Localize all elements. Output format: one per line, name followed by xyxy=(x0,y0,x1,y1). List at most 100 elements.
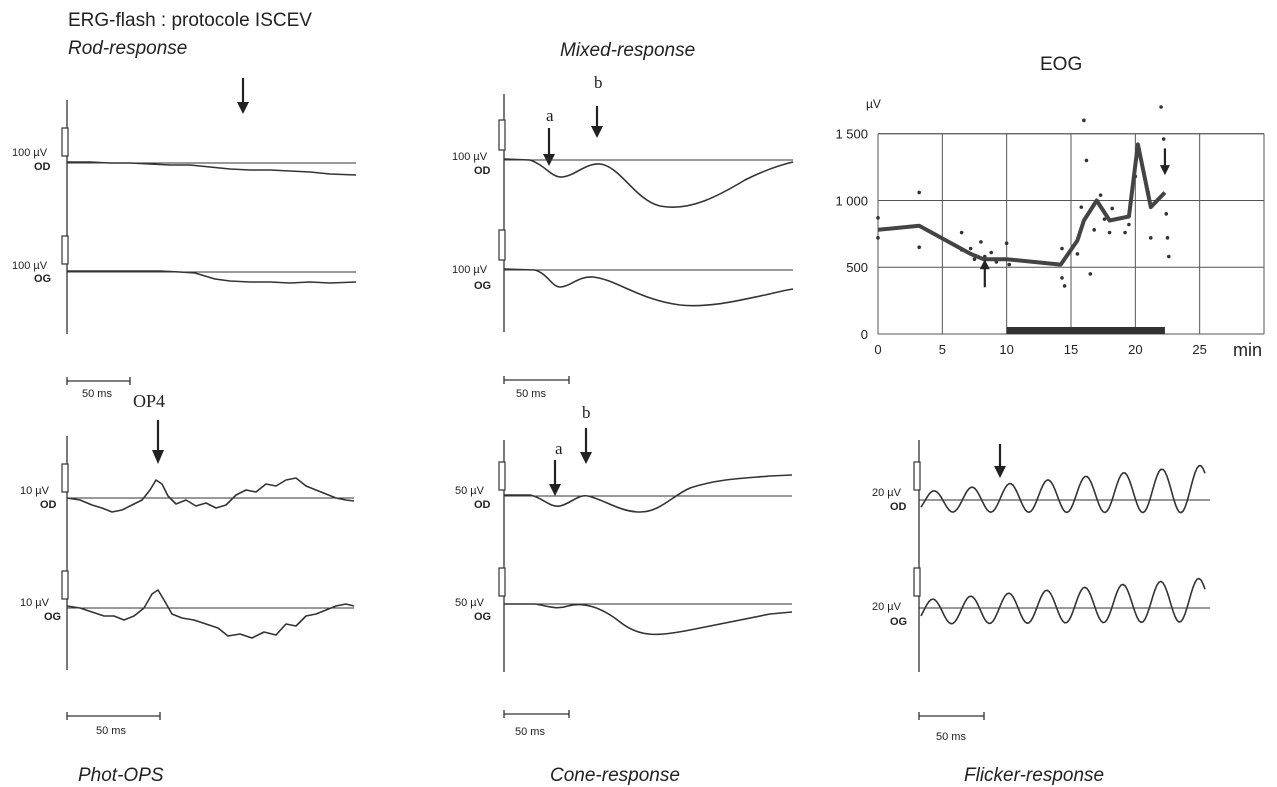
eog-scatter-point xyxy=(1075,252,1080,256)
figure-header: ERG-flash : protocole ISCEV xyxy=(68,10,312,31)
cone-response-panel: a b 50 µV OD 50 µV OG 50 ms Cone-respons… xyxy=(455,403,793,786)
eog-scatter-point xyxy=(1092,228,1096,232)
eog-x-tick-label: 0 xyxy=(874,342,881,357)
flicker-od-trace xyxy=(920,464,1206,514)
eog-scatter-point xyxy=(979,240,983,244)
rod-og-trace xyxy=(67,270,357,284)
eog-scatter-point xyxy=(959,230,964,235)
rod-time-scale-label: 50 ms xyxy=(82,388,112,400)
eog-scatter-point xyxy=(1060,276,1064,280)
eog-scatter-point xyxy=(1123,230,1127,235)
eog-title: EOG xyxy=(1040,54,1082,75)
eog-peak-arrowhead xyxy=(1159,165,1170,176)
ops-marker-op4: OP4 xyxy=(133,391,165,411)
cone-od-calibration-label: 50 µV xyxy=(455,485,485,497)
eog-y-unit: µV xyxy=(866,97,881,111)
eog-chart: EOG µV min 0 5 10 15 20 25 0 500 1 000 1 500 xyxy=(835,54,1265,360)
eog-grid xyxy=(877,133,1265,335)
eog-scatter-point xyxy=(1102,217,1107,221)
flicker-time-scale-label: 50 ms xyxy=(936,731,966,743)
cone-marker-a: a xyxy=(555,439,563,458)
eog-x-unit: min xyxy=(1233,340,1262,360)
eog-markers xyxy=(979,148,1170,288)
eog-scatter-point xyxy=(1082,118,1086,123)
mixed-od-trace xyxy=(503,158,794,208)
cone-og-trace xyxy=(504,603,793,636)
rod-response-panel: Rod-response 100 µV OD 100 µV OG 50 ms xyxy=(12,38,357,400)
eog-x-tick-label: 20 xyxy=(1128,342,1142,357)
ops-od-eye-label: OD xyxy=(40,499,57,511)
flicker-og-calibration-bar xyxy=(913,567,921,597)
cone-response-title: Cone-response xyxy=(550,765,680,786)
eog-scatter-point xyxy=(1148,236,1153,240)
eog-scatter-point xyxy=(1004,241,1009,245)
eog-series-path xyxy=(877,142,1167,267)
rod-og-calibration-label: 100 µV xyxy=(12,260,48,272)
mixed-response-panel: Mixed-response a b 100 µV OD 100 µV OG 5… xyxy=(452,40,794,400)
eog-stimulus-bar xyxy=(1006,327,1165,334)
eog-scatter-point xyxy=(1060,246,1064,251)
flicker-od-eye-label: OD xyxy=(890,501,907,513)
mixed-time-scale-label: 50 ms xyxy=(516,388,546,400)
eog-scatter-point xyxy=(1110,206,1114,211)
flicker-og-trace xyxy=(920,577,1206,625)
flicker-response-panel: 20 µV OD 20 µV OG 50 ms Flicker-response xyxy=(872,440,1210,786)
ops-panel: OP4 10 µV OD 10 µV OG 50 ms Phot-OPS xyxy=(20,391,355,786)
eog-trough-arrowhead xyxy=(979,259,990,270)
eog-scatter-point xyxy=(1062,284,1067,288)
eog-scatter-point xyxy=(968,246,973,251)
mixed-marker-a: a xyxy=(546,106,554,125)
eog-x-tick-label: 15 xyxy=(1064,342,1078,357)
mixed-og-trace xyxy=(503,268,794,307)
eog-scatter-point xyxy=(1084,158,1089,163)
mixed-response-title: Mixed-response xyxy=(560,40,695,61)
eog-x-tick-label: 25 xyxy=(1192,342,1206,357)
ops-od-calibration-label: 10 µV xyxy=(20,485,50,497)
eog-x-tick-label: 5 xyxy=(939,342,946,357)
ops-og-calibration-label: 10 µV xyxy=(20,597,50,609)
eog-y-tick-label: 0 xyxy=(861,327,868,342)
mixed-og-calibration-label: 100 µV xyxy=(452,264,488,276)
eog-tick-labels: 0 5 10 15 20 25 0 500 1 000 1 500 xyxy=(835,127,1206,357)
ops-og-trace xyxy=(66,589,355,639)
eog-scatter-point xyxy=(876,236,880,240)
eog-scatter-point xyxy=(917,190,921,195)
rod-response-title: Rod-response xyxy=(68,38,187,59)
cone-od-eye-label: OD xyxy=(474,499,491,511)
mixed-od-calibration-bar xyxy=(498,119,506,151)
rod-og-eye-label: OG xyxy=(34,273,51,285)
eog-scatter-point xyxy=(917,245,921,250)
flicker-response-title: Flicker-response xyxy=(964,765,1104,786)
rod-od-eye-label: OD xyxy=(34,161,51,173)
eog-scatter-point xyxy=(1079,205,1084,209)
cone-og-calibration-bar xyxy=(498,567,506,597)
eog-scatter-point xyxy=(1007,262,1012,267)
eog-scatter-point xyxy=(1164,212,1169,216)
eog-scatter-point xyxy=(1166,254,1171,259)
mixed-od-calibration-label: 100 µV xyxy=(452,151,488,163)
rod-od-calibration-bar xyxy=(61,127,69,157)
cone-time-scale-label: 50 ms xyxy=(515,726,545,738)
ops-title: Phot-OPS xyxy=(78,765,164,786)
eog-scatter-point xyxy=(989,250,994,255)
eog-scatter-point xyxy=(1159,105,1163,109)
mixed-og-eye-label: OG xyxy=(474,280,491,292)
eog-y-tick-label: 1 500 xyxy=(835,127,868,142)
eog-scatter-point xyxy=(1088,272,1093,276)
cone-og-eye-label: OG xyxy=(474,611,491,623)
cone-od-trace xyxy=(504,474,793,513)
cone-marker-b: b xyxy=(582,403,591,422)
eog-y-tick-label: 1 000 xyxy=(835,193,868,208)
flicker-og-calibration-label: 20 µV xyxy=(872,601,902,613)
ops-od-calibration-bar xyxy=(61,463,69,493)
eog-scatter-point xyxy=(1127,222,1131,227)
ops-og-eye-label: OG xyxy=(44,611,61,623)
flicker-od-calibration-bar xyxy=(913,461,921,491)
mixed-marker-b: b xyxy=(594,73,603,92)
rod-og-calibration-bar xyxy=(61,235,69,265)
flicker-od-calibration-label: 20 µV xyxy=(872,487,902,499)
eog-scatter-point xyxy=(1107,230,1112,235)
eog-scatter-point xyxy=(876,216,880,220)
mixed-od-eye-label: OD xyxy=(474,165,491,177)
